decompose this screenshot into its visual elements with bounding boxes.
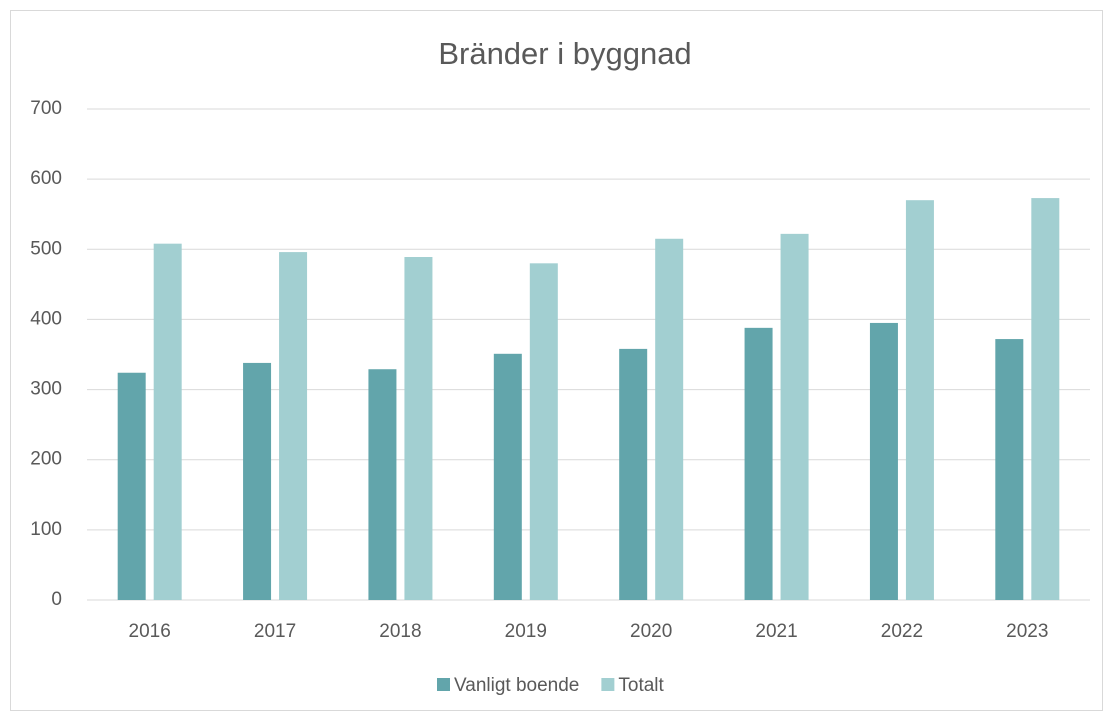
y-tick-label: 200 <box>30 449 62 470</box>
y-tick-label: 300 <box>30 379 62 400</box>
bar <box>995 339 1024 600</box>
chart-title: Bränder i byggnad <box>438 36 691 71</box>
bar <box>279 252 308 600</box>
bar <box>619 348 648 600</box>
bar <box>529 263 558 600</box>
y-tick-label: 500 <box>30 238 62 259</box>
x-tick-label: 2022 <box>881 621 923 642</box>
x-tick-label: 2023 <box>1006 621 1048 642</box>
bar <box>404 257 433 600</box>
bar <box>153 243 182 600</box>
legend-label: Vanligt boende <box>454 675 579 696</box>
bar <box>1031 198 1060 600</box>
x-tick-label: 2018 <box>379 621 421 642</box>
legend-swatch <box>601 678 615 691</box>
y-tick-label: 600 <box>30 168 62 189</box>
y-tick-label: 100 <box>30 519 62 540</box>
bar <box>117 372 146 600</box>
bar <box>869 322 898 600</box>
bar <box>243 362 272 600</box>
y-tick-label: 700 <box>30 98 62 119</box>
y-tick-label: 400 <box>30 308 62 329</box>
bar <box>905 200 934 600</box>
bar <box>655 238 684 600</box>
bar <box>493 353 522 600</box>
x-tick-label: 2021 <box>755 621 797 642</box>
bar <box>368 369 397 600</box>
legend-swatch <box>437 678 450 691</box>
x-tick-label: 2019 <box>505 621 547 642</box>
legend-label: Totalt <box>618 675 664 696</box>
x-tick-label: 2020 <box>630 621 672 642</box>
bar <box>780 233 809 600</box>
x-tick-label: 2016 <box>129 621 171 642</box>
y-tick-label: 0 <box>51 589 62 610</box>
x-tick-label: 2017 <box>254 621 296 642</box>
bar <box>744 327 773 600</box>
